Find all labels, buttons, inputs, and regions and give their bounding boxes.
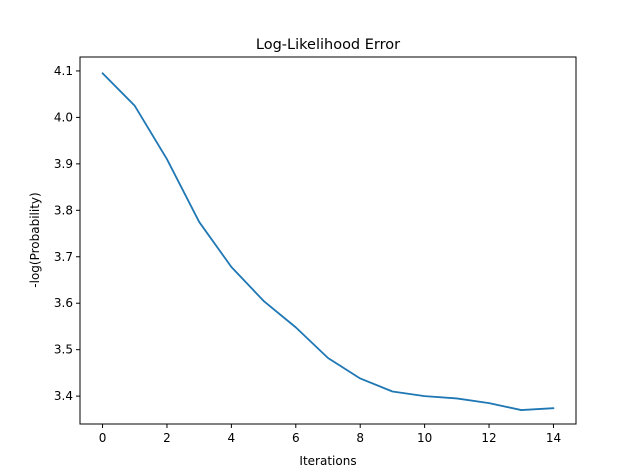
y-tick-label: 3.7 <box>54 250 73 264</box>
y-tick-label: 3.8 <box>54 203 73 217</box>
x-tick-label: 8 <box>356 431 364 445</box>
chart-title: Log-Likelihood Error <box>256 37 400 53</box>
x-axis-label: Iterations <box>299 454 356 468</box>
y-axis-label: -log(Probability) <box>28 192 42 287</box>
y-tick-label: 3.6 <box>54 296 73 310</box>
y-axis-ticks: 3.4 3.5 3.6 3.7 3.8 3.9 4.0 4.1 <box>54 64 80 403</box>
x-axis-ticks: 0 2 4 6 8 10 12 14 <box>99 424 561 445</box>
series-line <box>101 72 555 411</box>
x-tick-label: 12 <box>481 431 496 445</box>
y-tick-label: 3.4 <box>54 389 73 403</box>
x-tick-label: 4 <box>228 431 236 445</box>
x-tick-label: 6 <box>292 431 300 445</box>
y-tick-label: 3.9 <box>54 157 73 171</box>
y-tick-label: 4.0 <box>54 110 73 124</box>
plot-frame <box>79 56 577 425</box>
x-tick-label: 2 <box>163 431 171 445</box>
y-tick-label: 4.1 <box>54 64 73 78</box>
y-tick-label: 3.5 <box>54 343 73 357</box>
x-tick-label: 0 <box>99 431 107 445</box>
x-tick-label: 14 <box>546 431 561 445</box>
x-tick-label: 10 <box>417 431 432 445</box>
